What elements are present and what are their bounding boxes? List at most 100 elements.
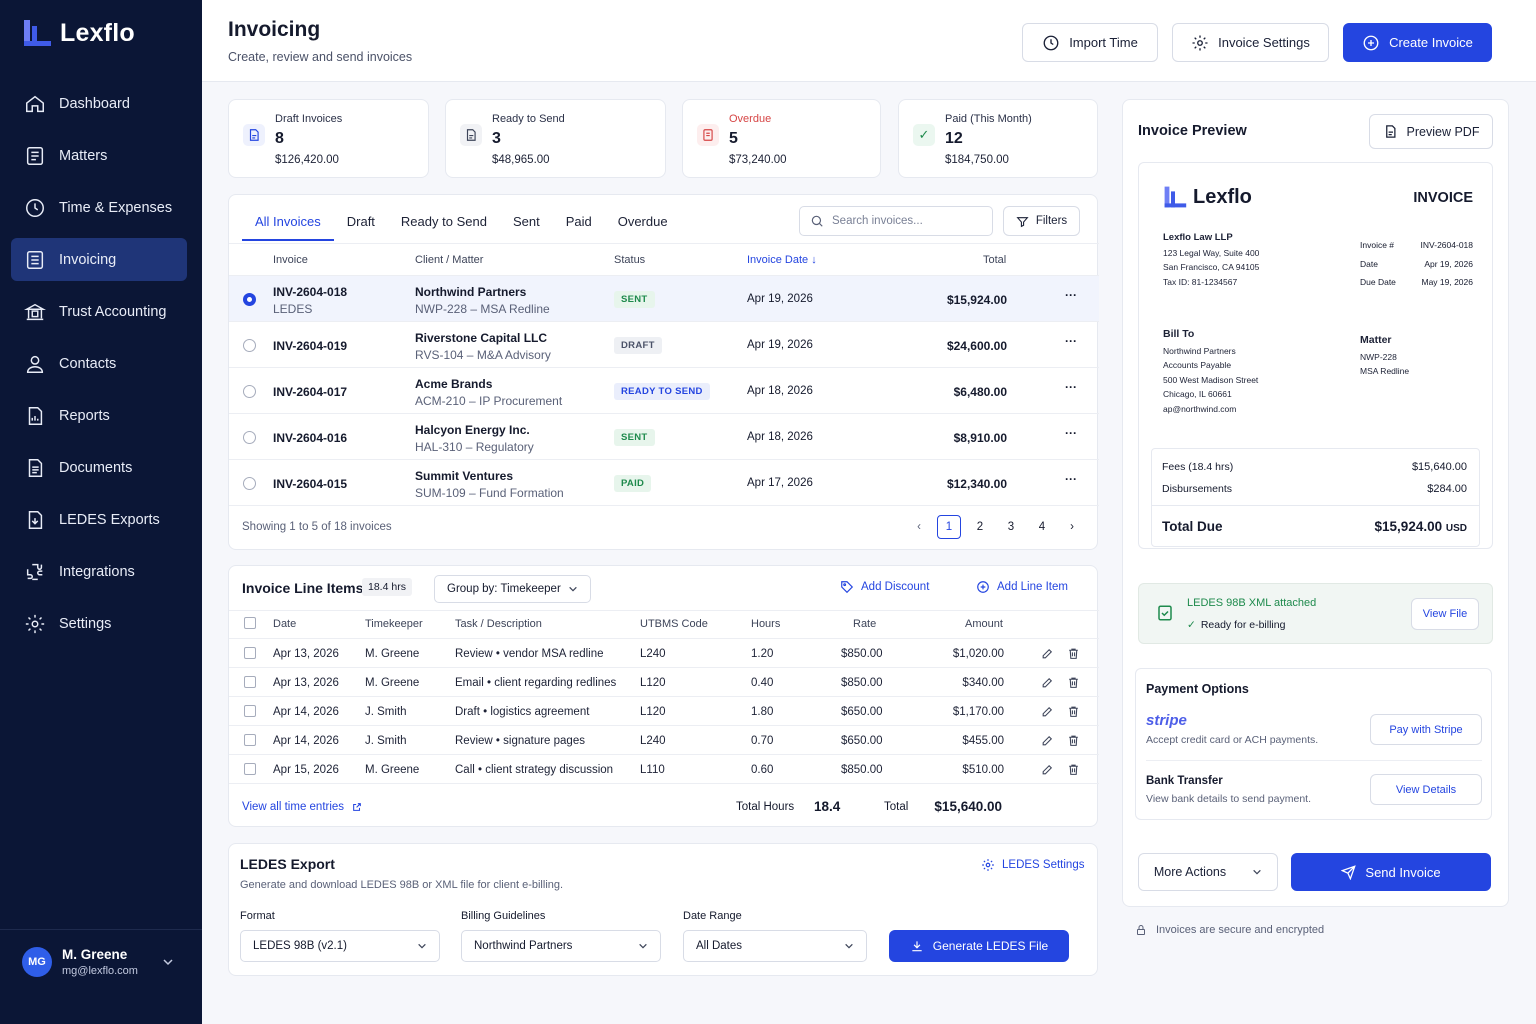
column-header-task[interactable]: Task / Description (455, 618, 542, 630)
sidebar-item-trust-accounting[interactable]: Trust Accounting (11, 290, 187, 333)
tab-all-invoices[interactable]: All Invoices (242, 207, 334, 241)
pay-with-stripe-button[interactable]: Pay with Stripe (1370, 714, 1482, 745)
chevron-left-icon[interactable]: ‹ (917, 521, 921, 533)
more-icon[interactable]: ··· (1065, 380, 1077, 394)
more-icon[interactable]: ··· (1065, 426, 1077, 440)
line-item-row[interactable]: Apr 14, 2026 J. Smith Review • signature… (229, 725, 1099, 754)
page-1[interactable]: 1 (937, 515, 961, 539)
page-2[interactable]: 2 (976, 521, 984, 533)
column-header-utbms[interactable]: UTBMS Code (640, 618, 708, 630)
app-logo[interactable]: Lexflo (22, 18, 135, 48)
table-row[interactable]: INV-2604-016 Halcyon Energy Inc. HAL-310… (229, 413, 1099, 459)
line-item-row[interactable]: Apr 14, 2026 J. Smith Draft • logistics … (229, 696, 1099, 725)
search-input[interactable] (832, 215, 982, 227)
sidebar-item-invoicing[interactable]: Invoicing (11, 238, 187, 281)
trash-icon[interactable] (1067, 647, 1080, 660)
column-header-date[interactable]: Date (273, 618, 297, 630)
select-all-checkbox[interactable] (244, 617, 256, 629)
row-radio[interactable] (243, 431, 256, 444)
invoice-search[interactable] (799, 206, 993, 236)
trash-icon[interactable] (1067, 705, 1080, 718)
row-checkbox[interactable] (244, 705, 256, 717)
trash-icon[interactable] (1067, 763, 1080, 776)
sidebar-item-time-expenses[interactable]: Time & Expenses (11, 186, 187, 229)
ledes-settings-button[interactable]: LEDES Settings (981, 858, 1084, 872)
date-range-select[interactable]: All Dates (683, 930, 867, 962)
row-radio[interactable] (243, 293, 256, 306)
filters-button[interactable]: Filters (1003, 206, 1080, 236)
stat-card-ready[interactable]: Ready to Send 3 $48,965.00 (445, 99, 666, 178)
send-invoice-button[interactable]: Send Invoice (1291, 853, 1491, 891)
view-details-button[interactable]: View Details (1370, 774, 1482, 805)
row-radio[interactable] (243, 385, 256, 398)
row-checkbox[interactable] (244, 647, 256, 659)
row-checkbox[interactable] (244, 763, 256, 775)
page-4[interactable]: 4 (1038, 521, 1046, 533)
stat-card-draft[interactable]: Draft Invoices 8 $126,420.00 (228, 99, 429, 178)
create-invoice-button[interactable]: Create Invoice (1343, 23, 1492, 62)
user-menu[interactable]: MG M. Greene mg@lexflo.com (0, 929, 202, 1024)
more-icon[interactable]: ··· (1065, 288, 1077, 302)
table-row[interactable]: INV-2604-018 LEDES Northwind Partners NW… (229, 275, 1099, 321)
tab-ready-to-send[interactable]: Ready to Send (400, 214, 487, 229)
tab-sent[interactable]: Sent (512, 214, 540, 229)
column-header-rate[interactable]: Rate (853, 618, 877, 630)
chevron-down-icon[interactable] (162, 956, 174, 968)
column-header-status[interactable]: Status (614, 254, 646, 266)
column-header-timekeeper[interactable]: Timekeeper (365, 618, 423, 630)
invoice-settings-button[interactable]: Invoice Settings (1172, 23, 1329, 62)
line-item-row[interactable]: Apr 13, 2026 M. Greene Review • vendor M… (229, 638, 1099, 667)
trash-icon[interactable] (1067, 734, 1080, 747)
column-header-invoice-date[interactable]: Invoice Date ↓ (747, 254, 817, 266)
add-line-item-button[interactable]: Add Line Item (976, 580, 1068, 594)
import-time-button[interactable]: Import Time (1022, 23, 1158, 62)
page-3[interactable]: 3 (1007, 521, 1015, 533)
row-radio[interactable] (243, 477, 256, 490)
column-header-client[interactable]: Client / Matter (415, 254, 484, 266)
sidebar-item-documents[interactable]: Documents (11, 446, 187, 489)
edit-icon[interactable] (1041, 705, 1054, 718)
column-header-amount[interactable]: Amount (965, 618, 1003, 630)
column-header-hours[interactable]: Hours (751, 618, 781, 630)
sidebar-item-matters[interactable]: Matters (11, 134, 187, 177)
stat-card-overdue[interactable]: Overdue 5 $73,240.00 (682, 99, 881, 178)
stat-card-paid[interactable]: ✓ Paid (This Month) 12 $184,750.00 (898, 99, 1098, 178)
group-by-select[interactable]: Group by: Timekeeper (434, 575, 591, 603)
sidebar-item-dashboard[interactable]: Dashboard (11, 82, 187, 125)
tab-paid[interactable]: Paid (565, 214, 592, 229)
edit-icon[interactable] (1041, 763, 1054, 776)
table-row[interactable]: INV-2604-019 Riverstone Capital LLC RVS-… (229, 321, 1099, 367)
preview-pdf-button[interactable]: Preview PDF (1369, 114, 1493, 149)
view-file-button[interactable]: View File (1411, 598, 1479, 630)
sidebar-item-ledes-exports[interactable]: LEDES Exports (11, 498, 187, 541)
line-item-row[interactable]: Apr 15, 2026 M. Greene Call • client str… (229, 754, 1099, 783)
row-radio[interactable] (243, 339, 256, 352)
edit-icon[interactable] (1041, 647, 1054, 660)
format-select[interactable]: LEDES 98B (v2.1) (240, 930, 440, 962)
sidebar-item-integrations[interactable]: Integrations (11, 550, 187, 593)
add-discount-button[interactable]: Add Discount (840, 580, 929, 594)
column-header-invoice[interactable]: Invoice (273, 254, 308, 266)
sidebar-item-reports[interactable]: Reports (11, 394, 187, 437)
generate-ledes-button[interactable]: Generate LEDES File (889, 930, 1069, 962)
view-all-time-entries-link[interactable]: View all time entries (242, 801, 362, 813)
trash-icon[interactable] (1067, 676, 1080, 689)
row-checkbox[interactable] (244, 676, 256, 688)
edit-icon[interactable] (1041, 676, 1054, 689)
more-actions-button[interactable]: More Actions (1138, 853, 1278, 891)
more-icon[interactable]: ··· (1065, 334, 1077, 348)
sidebar-item-settings[interactable]: Settings (11, 602, 187, 645)
edit-icon[interactable] (1041, 734, 1054, 747)
table-row[interactable]: INV-2604-017 Acme Brands ACM-210 – IP Pr… (229, 367, 1099, 413)
column-header-total[interactable]: Total (983, 254, 1007, 266)
line-item-row[interactable]: Apr 13, 2026 M. Greene Email • client re… (229, 667, 1099, 696)
tab-draft[interactable]: Draft (346, 214, 375, 229)
table-row[interactable]: INV-2604-015 Summit Ventures SUM-109 – F… (229, 459, 1099, 505)
matter-name: HAL-310 – Regulatory (415, 440, 534, 454)
tab-overdue[interactable]: Overdue (617, 214, 668, 229)
row-checkbox[interactable] (244, 734, 256, 746)
guidelines-select[interactable]: Northwind Partners (461, 930, 661, 962)
sidebar-item-contacts[interactable]: Contacts (11, 342, 187, 385)
more-icon[interactable]: ··· (1065, 472, 1077, 486)
chevron-right-icon[interactable]: › (1070, 521, 1074, 533)
